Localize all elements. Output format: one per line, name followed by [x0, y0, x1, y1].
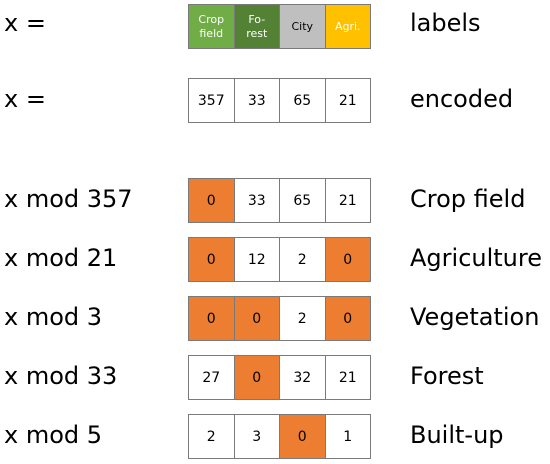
- value-cell: 12: [233, 237, 280, 282]
- label-agri: Agri.: [324, 4, 371, 49]
- zero-cell: 0: [233, 355, 280, 400]
- mod-row-class-label: Forest: [410, 362, 484, 390]
- value-cell: 1: [324, 414, 371, 459]
- value-cell: 21: [324, 178, 371, 223]
- mod-row-cells: 27 0 32 21: [188, 355, 374, 400]
- mod-row-expression: x mod 33: [4, 362, 118, 390]
- label-forest: Fo-rest: [233, 4, 280, 49]
- zero-cell: 0: [279, 414, 326, 459]
- row-labels-lhs: x =: [4, 9, 46, 37]
- encoded-cell: 357: [188, 78, 235, 123]
- encoded-row: 357 33 65 21: [188, 78, 374, 123]
- value-cell: 33: [233, 178, 280, 223]
- value-cell: 32: [279, 355, 326, 400]
- zero-cell: 0: [188, 296, 235, 341]
- zero-cell: 0: [324, 237, 371, 282]
- value-cell: 65: [279, 178, 326, 223]
- zero-cell: 0: [188, 237, 235, 282]
- row-encoded-caption: encoded: [410, 85, 514, 113]
- value-cell: 3: [233, 414, 280, 459]
- mod-row-expression: x mod 21: [4, 244, 118, 272]
- mod-row-expression: x mod 5: [4, 421, 103, 449]
- value-cell: 2: [188, 414, 235, 459]
- mod-row-class-label: Agriculture: [410, 244, 542, 272]
- value-cell: 27: [188, 355, 235, 400]
- row-encoded-lhs: x =: [4, 85, 46, 113]
- encoded-cell: 33: [233, 78, 280, 123]
- zero-cell: 0: [233, 296, 280, 341]
- value-cell: 2: [279, 237, 326, 282]
- encoded-cell: 65: [279, 78, 326, 123]
- mod-row-expression: x mod 357: [4, 185, 133, 213]
- encoded-cell: 21: [324, 78, 371, 123]
- mod-row-cells: 0 12 2 0: [188, 237, 374, 282]
- mod-row-class-label: Vegetation: [410, 303, 540, 331]
- value-cell: 21: [324, 355, 371, 400]
- zero-cell: 0: [324, 296, 371, 341]
- label-crop-field: Crop field: [188, 4, 235, 49]
- row-labels-caption: labels: [410, 9, 481, 37]
- mod-row-class-label: Built-up: [410, 421, 504, 449]
- labels-row: Crop field Fo-rest City Agri.: [188, 4, 374, 49]
- mod-row-class-label: Crop field: [410, 185, 526, 213]
- label-city: City: [279, 4, 326, 49]
- mod-row-cells: 0 33 65 21: [188, 178, 374, 223]
- value-cell: 2: [279, 296, 326, 341]
- mod-row-expression: x mod 3: [4, 303, 103, 331]
- zero-cell: 0: [188, 178, 235, 223]
